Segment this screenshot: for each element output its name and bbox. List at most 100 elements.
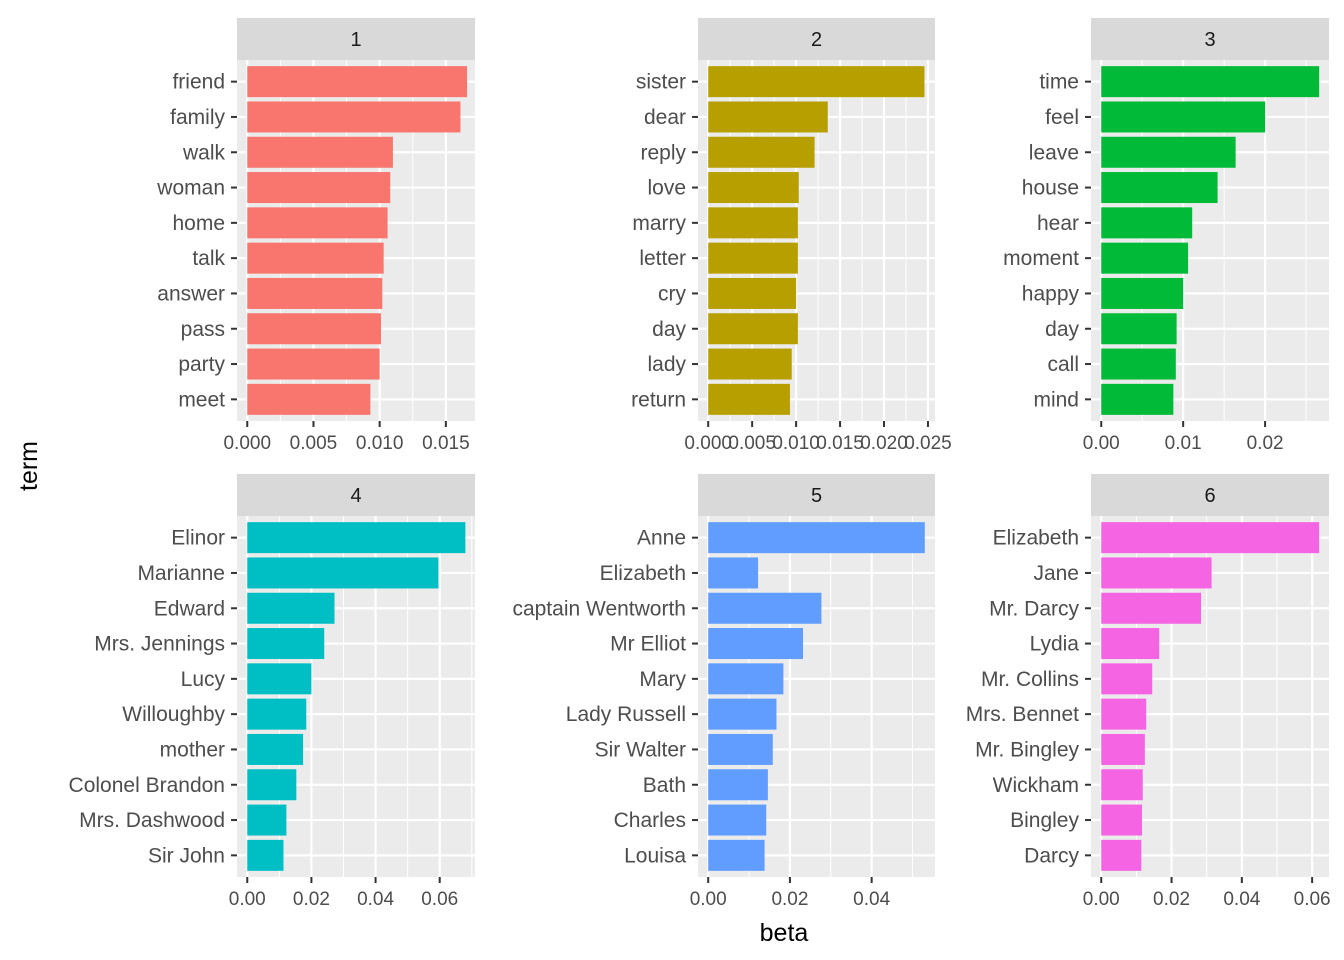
bar bbox=[1101, 66, 1320, 98]
term-label: Mr. Collins bbox=[981, 668, 1079, 691]
bar bbox=[1101, 277, 1184, 309]
bar bbox=[247, 839, 284, 871]
x-tick-label: 0.020 bbox=[860, 433, 908, 454]
bar bbox=[708, 136, 815, 168]
bar bbox=[247, 628, 325, 660]
term-label: woman bbox=[156, 177, 225, 200]
term-label: return bbox=[631, 388, 686, 411]
bar bbox=[247, 66, 468, 98]
term-label: day bbox=[1045, 318, 1079, 341]
chart-panels: 1 friend family walk woman home talk answer pass… bbox=[69, 18, 1331, 910]
term-label: Louisa bbox=[624, 844, 686, 867]
term-label: pass bbox=[181, 318, 225, 341]
term-label: reply bbox=[640, 141, 686, 164]
x-tick-label: 0.00 bbox=[1083, 433, 1120, 454]
x-tick-label: 0.06 bbox=[1294, 889, 1331, 910]
term-label: Charles bbox=[614, 809, 686, 832]
term-label: Mr Elliot bbox=[610, 633, 686, 656]
x-tick-label: 0.01 bbox=[1165, 433, 1202, 454]
term-label: letter bbox=[639, 247, 686, 270]
bar bbox=[247, 348, 380, 380]
term-label: Elinor bbox=[171, 527, 225, 550]
facet-strip-label: 1 bbox=[350, 29, 361, 51]
bar bbox=[247, 733, 304, 765]
bar bbox=[1101, 383, 1174, 415]
bar bbox=[708, 242, 798, 274]
bar bbox=[247, 592, 335, 624]
x-tick-label: 0.005 bbox=[728, 433, 776, 454]
bar bbox=[708, 207, 798, 239]
facet-panel-4: 4 Elinor Marianne Edward Mrs. Jennings Lucy Wi… bbox=[69, 474, 475, 910]
x-tick-label: 0.02 bbox=[293, 889, 330, 910]
bar bbox=[1101, 698, 1147, 730]
bar bbox=[708, 592, 822, 624]
term-label: Elizabeth bbox=[993, 527, 1079, 550]
term-label: Mr. Darcy bbox=[989, 597, 1079, 620]
term-label: Lydia bbox=[1030, 633, 1080, 656]
bar bbox=[708, 733, 773, 765]
x-tick-label: 0.000 bbox=[684, 433, 732, 454]
x-tick-label: 0.04 bbox=[357, 889, 394, 910]
x-tick-label: 0.02 bbox=[1247, 433, 1284, 454]
facet-panel-5: 5 Anne Elizabeth captain Wentworth Mr Elliot… bbox=[512, 474, 935, 910]
term-label: walk bbox=[182, 141, 226, 164]
bar bbox=[1101, 557, 1212, 589]
bar bbox=[708, 663, 784, 695]
term-label: cry bbox=[658, 282, 686, 305]
bar bbox=[708, 348, 792, 380]
term-label: Wickham bbox=[993, 774, 1079, 797]
bar bbox=[708, 769, 768, 801]
term-label: Marianne bbox=[137, 562, 225, 585]
bar bbox=[1101, 769, 1143, 801]
term-label: Anne bbox=[637, 527, 686, 550]
bar bbox=[247, 207, 388, 239]
x-tick-label: 0.010 bbox=[772, 433, 820, 454]
term-label: Mr. Bingley bbox=[975, 738, 1079, 761]
facet-strip bbox=[1091, 18, 1329, 60]
term-label: mother bbox=[160, 738, 225, 761]
term-label: Elizabeth bbox=[600, 562, 686, 585]
facet-panel-2: 2 sister dear reply love marry letter cry day lad… bbox=[631, 18, 952, 454]
term-label: Darcy bbox=[1024, 844, 1079, 867]
bar bbox=[247, 172, 391, 204]
term-label: love bbox=[647, 177, 686, 200]
x-tick-label: 0.010 bbox=[356, 433, 404, 454]
bar bbox=[247, 242, 384, 274]
facet-strip bbox=[698, 474, 935, 516]
x-tick-label: 0.015 bbox=[422, 433, 470, 454]
term-label: sister bbox=[636, 71, 686, 94]
bar bbox=[1101, 207, 1193, 239]
x-tick-label: 0.02 bbox=[771, 889, 808, 910]
term-label: Colonel Brandon bbox=[69, 774, 225, 797]
bar bbox=[247, 313, 381, 345]
term-label: friend bbox=[172, 71, 225, 94]
bar bbox=[247, 663, 312, 695]
term-label: marry bbox=[632, 212, 686, 235]
bar bbox=[1101, 663, 1153, 695]
term-label: lady bbox=[647, 353, 686, 376]
term-label: meet bbox=[178, 388, 225, 411]
bar bbox=[708, 383, 790, 415]
facet-strip-label: 2 bbox=[811, 29, 822, 51]
term-label: moment bbox=[1003, 247, 1079, 270]
term-label: family bbox=[170, 106, 225, 129]
bar bbox=[1101, 172, 1218, 204]
term-label: dear bbox=[644, 106, 686, 129]
facet-strip-label: 4 bbox=[350, 485, 361, 507]
term-label: captain Wentworth bbox=[512, 597, 686, 620]
term-label: Sir John bbox=[148, 844, 225, 867]
bar bbox=[708, 101, 828, 133]
term-label: answer bbox=[157, 282, 225, 305]
bar bbox=[1101, 592, 1202, 624]
term-label: party bbox=[178, 353, 225, 376]
bar bbox=[247, 383, 371, 415]
term-label: Lucy bbox=[181, 668, 226, 691]
bar bbox=[247, 277, 383, 309]
x-axis-title: beta bbox=[760, 919, 809, 947]
bar bbox=[247, 557, 439, 589]
y-axis-title: term bbox=[15, 441, 43, 491]
bar bbox=[247, 101, 461, 133]
facet-strip bbox=[1091, 474, 1329, 516]
bar bbox=[708, 839, 765, 871]
term-label: leave bbox=[1029, 141, 1079, 164]
